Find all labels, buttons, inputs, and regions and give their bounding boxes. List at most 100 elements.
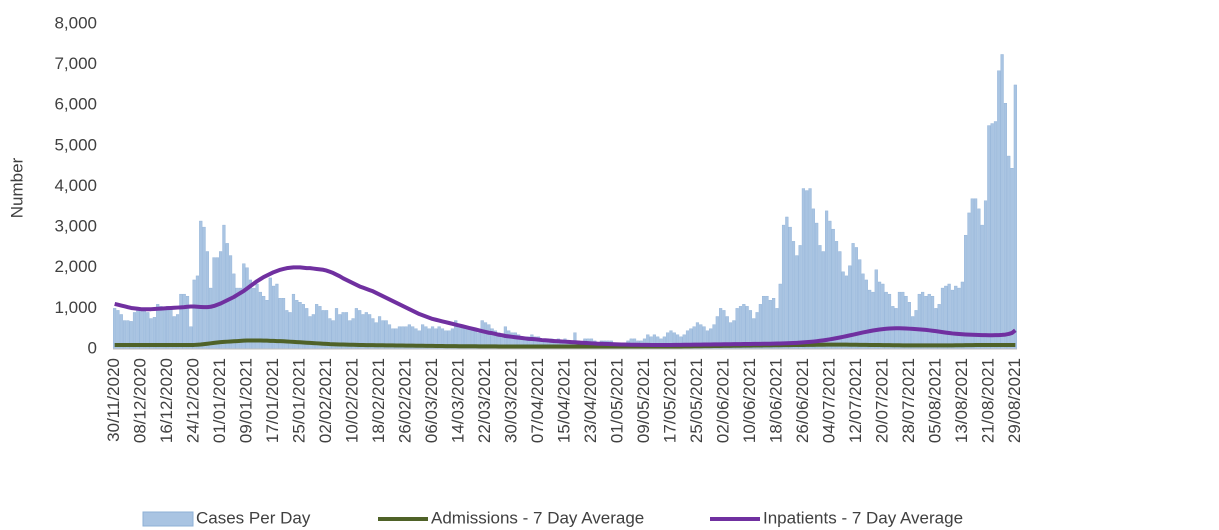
x-tick-label: 07/04/2021 [528, 358, 547, 443]
x-tick-label: 26/02/2021 [396, 358, 415, 443]
y-tick-label: 1,000 [54, 298, 97, 317]
bar [917, 293, 921, 350]
bar [162, 308, 166, 350]
bar [980, 224, 984, 350]
y-tick-label: 6,000 [54, 95, 97, 114]
y-tick-label: 8,000 [54, 13, 97, 32]
bar [858, 259, 862, 350]
bar [179, 293, 183, 350]
x-tick-label: 17/05/2021 [660, 358, 679, 443]
bar [954, 285, 958, 350]
bar [185, 295, 190, 350]
x-tick-label: 13/08/2021 [952, 358, 971, 443]
bar [805, 190, 809, 350]
bar [242, 263, 246, 350]
x-tick-label: 09/01/2021 [237, 358, 256, 443]
bar [219, 251, 223, 350]
bar [1010, 168, 1014, 350]
bar [944, 285, 948, 350]
bar [195, 275, 200, 350]
bar [1000, 54, 1004, 350]
bar [934, 308, 938, 350]
bar [868, 289, 872, 350]
bar [818, 245, 822, 350]
x-tick-label: 01/05/2021 [607, 358, 626, 443]
bar [228, 255, 233, 350]
bar [1013, 84, 1017, 350]
x-tick-label: 29/08/2021 [1005, 358, 1024, 443]
bar [930, 295, 935, 350]
bar [772, 298, 776, 350]
bar [156, 304, 160, 350]
x-tick-label: 23/04/2021 [581, 358, 600, 443]
bar [821, 251, 825, 350]
x-tick-label: 15/04/2021 [554, 358, 573, 443]
bar [209, 287, 213, 350]
bar [838, 251, 842, 350]
x-tick-label: 25/05/2021 [687, 358, 706, 443]
x-tick-label: 04/07/2021 [819, 358, 838, 443]
bar [245, 267, 249, 350]
bar [268, 277, 272, 350]
bar [921, 291, 925, 350]
bar [897, 291, 902, 350]
x-tick-label: 10/06/2021 [740, 358, 759, 443]
bar [957, 287, 961, 350]
x-tick-label: 16/12/2020 [157, 358, 176, 443]
bar [861, 273, 865, 350]
bar [828, 220, 832, 350]
x-tick-label: 02/06/2021 [713, 358, 732, 443]
x-tick-label: 21/08/2021 [978, 358, 997, 443]
y-tick-label: 2,000 [54, 257, 97, 276]
bar [811, 208, 815, 350]
bar [987, 125, 991, 350]
x-tick-label: 10/02/2021 [343, 358, 362, 443]
bar [225, 243, 229, 350]
bar [871, 291, 875, 350]
bar [877, 281, 882, 350]
x-tick-label: 02/02/2021 [316, 358, 335, 443]
bar [983, 200, 988, 350]
bar [169, 308, 173, 350]
bar [997, 70, 1001, 350]
bar [881, 283, 885, 350]
y-tick-label: 5,000 [54, 135, 97, 154]
bar [864, 279, 868, 350]
x-tick-label: 08/12/2020 [131, 358, 150, 443]
bar [927, 293, 931, 350]
bar [960, 281, 964, 350]
bar [768, 300, 772, 350]
bar [904, 295, 908, 350]
bar [815, 222, 819, 350]
bar [232, 273, 236, 350]
bar [801, 188, 806, 350]
bar [765, 295, 769, 350]
bar [940, 287, 945, 350]
bar [166, 306, 170, 350]
bar [884, 291, 888, 350]
bar [1003, 103, 1008, 350]
bar [136, 308, 140, 350]
bar [781, 224, 786, 350]
bar [113, 308, 117, 350]
bar [990, 123, 994, 350]
y-tick-label: 4,000 [54, 176, 97, 195]
legend-swatch [142, 511, 194, 527]
legend-label: Admissions - 7 Day Average [431, 508, 644, 527]
line [114, 338, 1016, 349]
x-tick-label: 05/08/2021 [925, 358, 944, 443]
x-tick-label: 30/11/2020 [104, 358, 123, 442]
bar [785, 216, 789, 350]
bar [950, 289, 955, 350]
x-tick-label: 22/03/2021 [475, 358, 494, 443]
bar [795, 255, 799, 350]
bar [778, 283, 782, 350]
bar [874, 269, 878, 350]
x-tick-label: 20/07/2021 [872, 358, 891, 443]
legend-label: Inpatients - 7 Day Average [763, 508, 963, 527]
bar [831, 228, 835, 350]
bar [205, 251, 209, 350]
bar [993, 121, 998, 350]
bar [964, 235, 968, 350]
